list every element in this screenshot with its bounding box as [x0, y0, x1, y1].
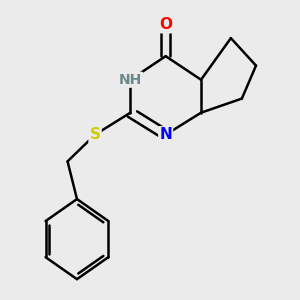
Text: O: O [159, 17, 172, 32]
Text: NH: NH [119, 73, 142, 87]
Text: S: S [89, 127, 100, 142]
Text: N: N [159, 127, 172, 142]
